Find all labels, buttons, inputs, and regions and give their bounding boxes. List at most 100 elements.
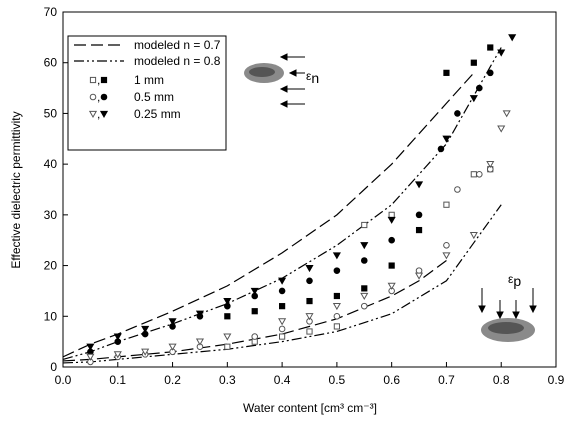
y-tick-label: 60 [44, 56, 58, 70]
marker-triangle [442, 252, 451, 260]
marker-triangle [195, 310, 205, 318]
annotation: εn [306, 69, 319, 86]
y-tick-label: 10 [44, 309, 58, 323]
marker-square [279, 333, 286, 340]
marker-square [361, 285, 368, 292]
x-tick-label: 0.1 [109, 373, 126, 387]
y-tick-label: 20 [44, 259, 58, 273]
marker-square [306, 297, 313, 305]
marker-square [487, 44, 494, 51]
marker-triangle [250, 287, 259, 295]
marker-triangle [113, 351, 122, 359]
marker-square [89, 76, 97, 84]
plot-frame [62, 11, 557, 368]
particle-core [488, 322, 524, 334]
x-tick-label: 0.4 [274, 373, 291, 387]
x-tick-label: 0.0 [55, 373, 72, 387]
x-tick-label: 0.8 [493, 373, 510, 387]
marker-circle [476, 84, 483, 92]
marker-triangle [99, 110, 109, 119]
marker-circle [89, 93, 97, 101]
legend-label: modeled n = 0.8 [134, 54, 221, 68]
annotation-symbol: ε [508, 272, 514, 286]
marker-square [470, 59, 477, 66]
annotation-subscript: p [513, 273, 521, 289]
marker-circle [454, 110, 461, 117]
marker-triangle [278, 318, 287, 326]
marker-triangle [141, 325, 150, 333]
y-tick-label: 0 [50, 360, 57, 374]
y-tick-label: 50 [44, 106, 58, 120]
marker-square [333, 292, 340, 300]
marker-circle [333, 312, 341, 320]
legend-comma: , [97, 73, 100, 87]
marker-triangle [414, 272, 424, 280]
marker-triangle [332, 252, 341, 260]
arrows [279, 53, 305, 108]
marker-circle [100, 93, 108, 101]
legend-label: modeled n = 0.7 [134, 38, 221, 52]
marker-triangle [168, 318, 177, 326]
legend-comma: , [97, 107, 100, 121]
marker-square [306, 328, 313, 335]
marker-triangle [86, 343, 95, 351]
model-curve [62, 72, 475, 358]
marker-circle [360, 257, 368, 264]
marker-square [415, 226, 423, 234]
marker-circle [278, 287, 286, 295]
marker-square [470, 171, 477, 178]
marker-circle [388, 236, 395, 244]
legend-box [67, 35, 227, 151]
marker-circle [251, 333, 259, 340]
marker-circle [415, 211, 423, 219]
marker-circle [415, 267, 423, 274]
marker-square [224, 343, 231, 350]
marker-triangle [168, 343, 177, 351]
marker-triangle [332, 303, 341, 311]
x-axis-label: Water content [cm³ cm⁻³] [243, 401, 377, 415]
marker-triangle [486, 161, 495, 169]
marker-circle [443, 241, 450, 249]
marker-square [388, 211, 395, 218]
marker-square [443, 201, 450, 208]
x-tick-label: 0.2 [164, 373, 181, 387]
model-curve [62, 204, 502, 364]
legend-comma: , [97, 90, 100, 104]
marker-circle [454, 186, 461, 193]
marker-triangle [88, 110, 98, 119]
marker-triangle [442, 135, 451, 143]
marker-triangle [305, 313, 314, 321]
y-tick-label: 30 [44, 208, 58, 222]
marker-circle [278, 325, 286, 333]
marker-square [224, 313, 231, 320]
x-tick-label: 0.7 [438, 373, 455, 387]
y-axis-label: Effective dielectric permittivity [9, 111, 23, 268]
marker-triangle [387, 282, 396, 290]
marker-triangle [305, 265, 314, 273]
marker-square [100, 76, 108, 84]
marker-triangle [223, 297, 232, 306]
marker-triangle [86, 353, 95, 361]
legend-label: 1 mm [134, 73, 164, 87]
icon-top [244, 53, 305, 108]
marker-triangle [508, 34, 517, 42]
marker-square [333, 323, 340, 330]
marker-triangle [469, 232, 478, 240]
x-tick-label: 0.3 [219, 373, 236, 387]
marker-triangle [502, 110, 511, 118]
annotation-subscript: n [311, 70, 319, 86]
legend-label: 0.5 mm [134, 90, 174, 104]
marker-triangle [278, 277, 287, 285]
marker-triangle [497, 49, 506, 57]
marker-triangle [360, 292, 369, 301]
marker-circle [360, 302, 368, 310]
annotation: εp [508, 272, 521, 289]
marker-circle [476, 170, 483, 178]
marker-triangle [195, 338, 205, 346]
icon-bottom [478, 288, 537, 342]
legend-label: 0.25 mm [134, 107, 181, 121]
marker-circle [333, 267, 341, 274]
arrows [478, 288, 537, 320]
particle-core [249, 67, 275, 77]
